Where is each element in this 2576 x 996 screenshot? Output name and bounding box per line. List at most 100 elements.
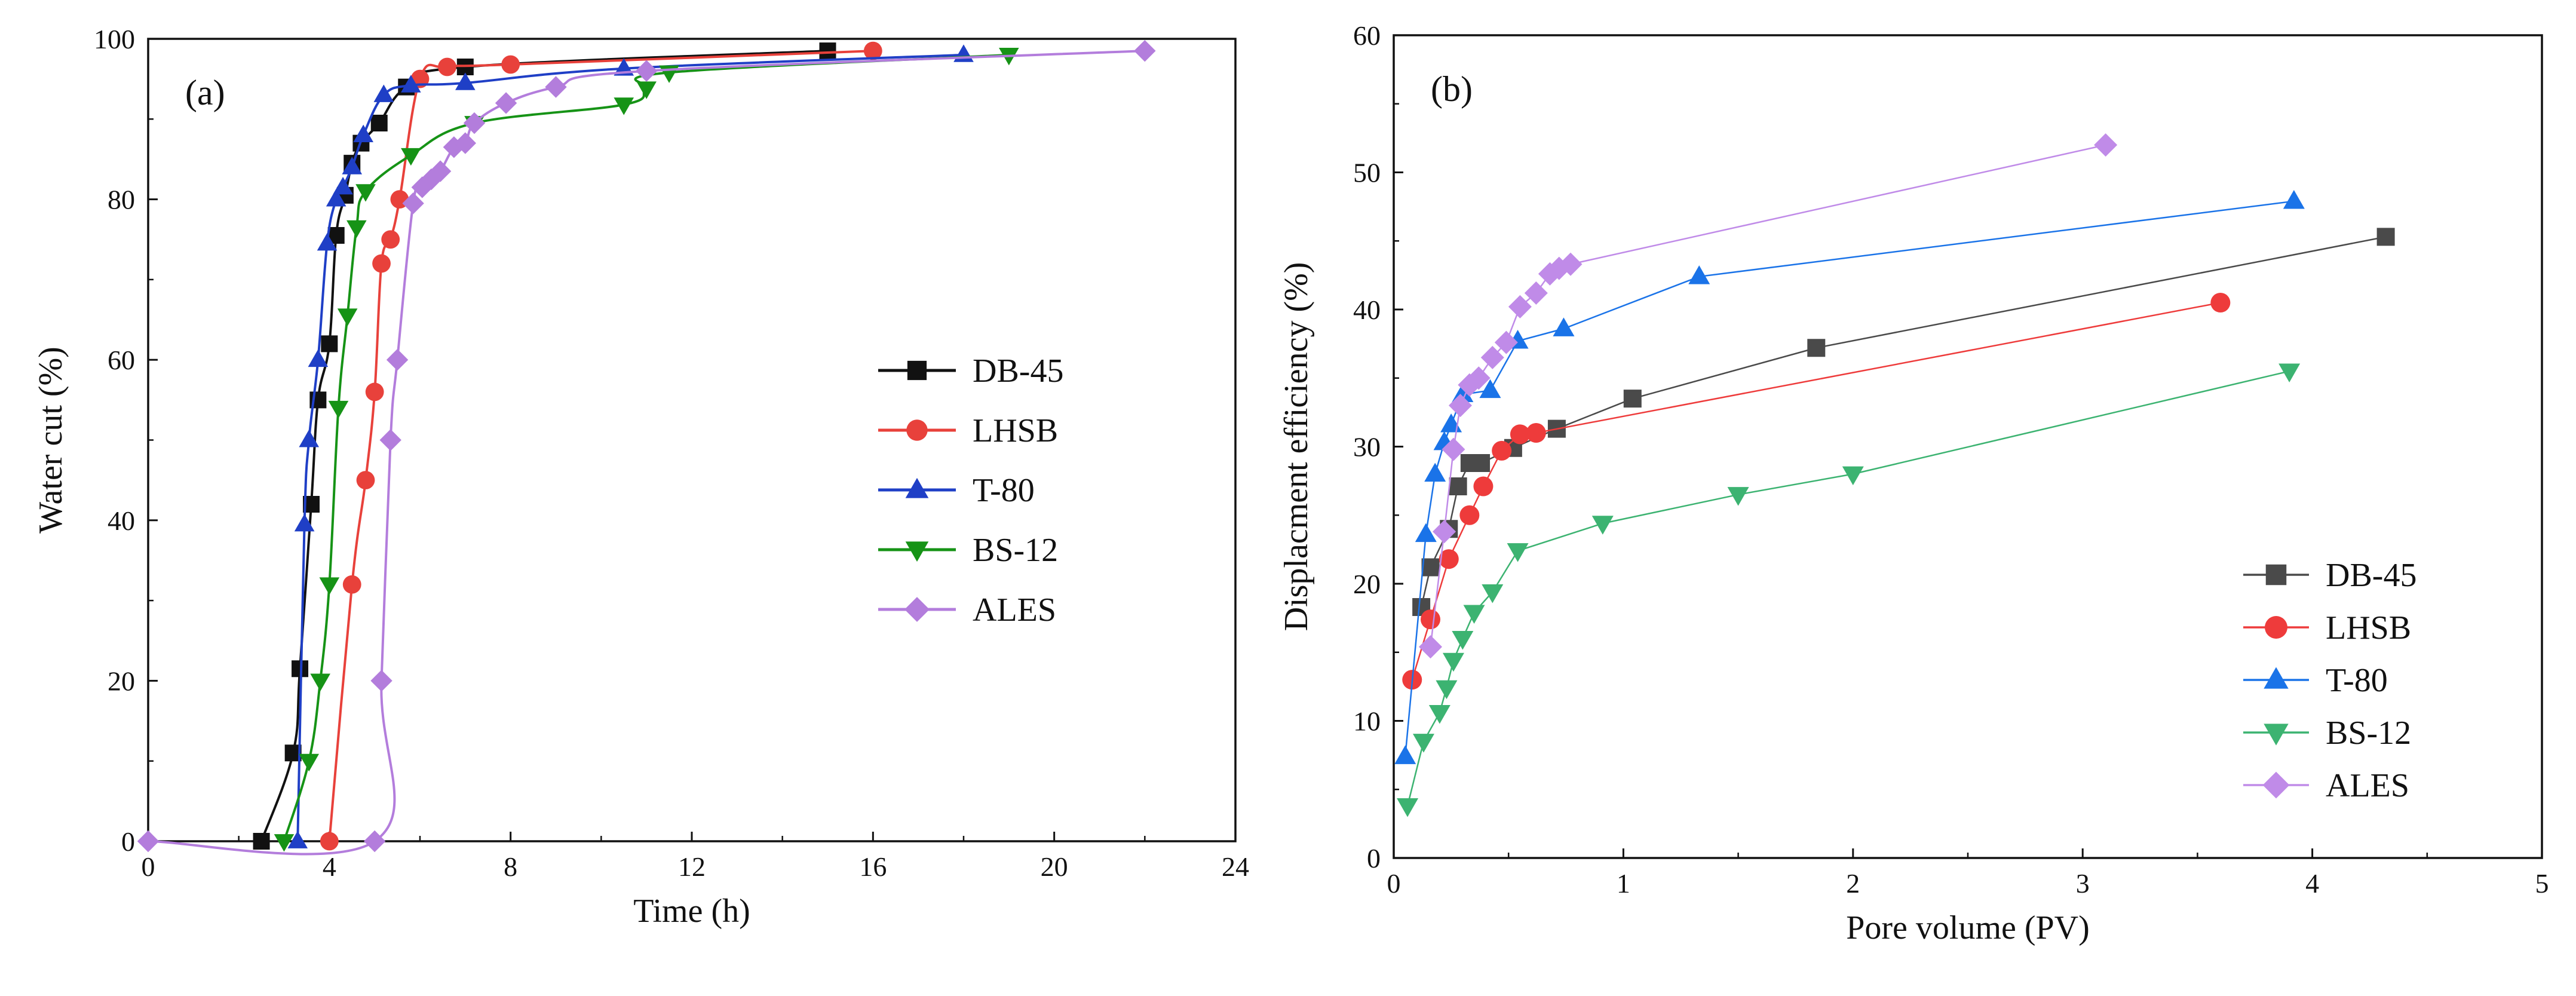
legend-label: ALES bbox=[2326, 767, 2409, 804]
data-point-lhsb bbox=[365, 382, 384, 402]
legend-label: BS-12 bbox=[2326, 715, 2411, 752]
data-point-lhsb bbox=[320, 832, 339, 851]
data-point-ales bbox=[386, 349, 409, 371]
data-point-ales bbox=[463, 112, 486, 134]
y-tick-label: 60 bbox=[108, 345, 135, 375]
series-t-80 bbox=[287, 44, 974, 848]
data-point-lhsb bbox=[342, 575, 361, 594]
data-point-lhsb bbox=[372, 254, 391, 273]
legend-label: T-80 bbox=[973, 472, 1035, 509]
x-tick-label: 5 bbox=[2535, 868, 2549, 899]
x-tick-label: 12 bbox=[678, 851, 706, 882]
data-point-bs-12 bbox=[1842, 466, 1864, 486]
data-point-bs-12 bbox=[274, 834, 295, 852]
data-point-db-45 bbox=[370, 115, 388, 132]
data-point-ales bbox=[1508, 295, 1532, 318]
legend-marker bbox=[904, 597, 930, 622]
series-line-t-80 bbox=[296, 53, 964, 842]
data-point-t-80 bbox=[353, 124, 374, 143]
data-point-bs-12 bbox=[328, 400, 349, 419]
data-point-bs-12 bbox=[1442, 652, 1464, 672]
data-point-t-80 bbox=[953, 44, 974, 62]
data-point-lhsb bbox=[863, 41, 882, 60]
data-point-t-80 bbox=[1415, 523, 1437, 543]
x-tick-label: 2 bbox=[1846, 868, 1860, 899]
data-point-bs-12 bbox=[310, 673, 330, 691]
data-point-ales bbox=[1442, 437, 1465, 461]
data-point-bs-12 bbox=[636, 81, 657, 99]
x-tick-label: 1 bbox=[1617, 868, 1630, 899]
data-point-lhsb bbox=[1492, 440, 1512, 461]
data-point-ales bbox=[363, 830, 386, 853]
data-point-t-80 bbox=[294, 514, 315, 532]
legend-label: LHSB bbox=[973, 412, 1058, 449]
data-point-db-45 bbox=[327, 227, 345, 244]
data-point-ales bbox=[137, 830, 160, 853]
series-ales bbox=[137, 39, 1156, 856]
legend-item-lhsb: LHSB bbox=[878, 412, 1058, 449]
data-point-ales bbox=[1433, 520, 1456, 544]
data-point-bs-12 bbox=[1428, 704, 1450, 724]
data-point-ales bbox=[2094, 133, 2118, 157]
data-point-lhsb bbox=[356, 471, 375, 490]
y-tick-label: 40 bbox=[1353, 295, 1381, 325]
data-point-bs-12 bbox=[401, 148, 421, 166]
data-point-db-45 bbox=[819, 42, 836, 60]
data-point-bs-12 bbox=[1591, 516, 1614, 535]
data-point-bs-12 bbox=[337, 308, 358, 326]
data-point-ales bbox=[402, 192, 424, 214]
y-tick-label: 40 bbox=[108, 505, 135, 536]
data-point-lhsb bbox=[1473, 476, 1494, 497]
legend-item-t-80: T-80 bbox=[2243, 662, 2388, 699]
data-point-t-80 bbox=[373, 84, 394, 102]
data-point-ales bbox=[1524, 281, 1548, 305]
y-tick-label: 0 bbox=[1367, 843, 1381, 874]
data-point-db-45 bbox=[1807, 339, 1826, 357]
data-point-db-45 bbox=[1623, 390, 1642, 408]
legend-item-db-45: DB-45 bbox=[878, 353, 1063, 390]
data-point-ales bbox=[1448, 394, 1472, 418]
series-ales bbox=[1419, 133, 2118, 659]
data-point-t-80 bbox=[2283, 189, 2305, 209]
data-point-t-80 bbox=[308, 349, 329, 367]
data-point-t-80 bbox=[317, 232, 338, 251]
legend-label: T-80 bbox=[2326, 662, 2388, 699]
legend-marker bbox=[907, 360, 927, 381]
data-point-t-80 bbox=[1688, 265, 1710, 284]
legend-marker bbox=[906, 419, 928, 441]
legend-label: LHSB bbox=[2326, 609, 2411, 646]
legend-label: DB-45 bbox=[973, 353, 1063, 390]
data-point-lhsb bbox=[501, 55, 520, 74]
x-tick-label: 0 bbox=[1387, 868, 1401, 899]
data-point-bs-12 bbox=[2278, 363, 2301, 383]
legend-item-lhsb: LHSB bbox=[2243, 609, 2411, 646]
x-tick-label: 4 bbox=[323, 851, 336, 882]
series-db-45 bbox=[253, 42, 836, 850]
data-point-t-80 bbox=[1479, 379, 1501, 399]
data-point-db-45 bbox=[2376, 228, 2395, 246]
data-point-ales bbox=[1494, 330, 1518, 354]
data-point-ales bbox=[1134, 39, 1156, 62]
series-lhsb bbox=[320, 41, 882, 851]
data-point-lhsb bbox=[1526, 423, 1546, 443]
data-point-bs-12 bbox=[346, 220, 367, 238]
data-point-lhsb bbox=[2210, 293, 2231, 313]
legend: DB-45 LHSB T-80 BS-12 ALES bbox=[878, 353, 1063, 629]
legend-marker bbox=[2264, 724, 2289, 746]
legend-label: DB-45 bbox=[2326, 557, 2416, 594]
data-point-db-45 bbox=[1449, 477, 1467, 496]
legend-marker bbox=[2265, 564, 2287, 586]
x-tick-label: 4 bbox=[2305, 868, 2319, 899]
data-point-lhsb bbox=[381, 230, 400, 249]
data-point-db-45 bbox=[321, 335, 338, 353]
legend-item-ales: ALES bbox=[2243, 767, 2409, 804]
series-line-lhsb bbox=[328, 50, 873, 842]
x-tick-label: 24 bbox=[1222, 851, 1249, 882]
panel-label: (b) bbox=[1431, 69, 1473, 109]
data-point-db-45 bbox=[303, 495, 320, 513]
data-point-bs-12 bbox=[1727, 487, 1749, 506]
y-tick-label: 0 bbox=[121, 826, 135, 857]
x-tick-label: 16 bbox=[859, 851, 887, 882]
data-point-bs-12 bbox=[1463, 605, 1485, 624]
